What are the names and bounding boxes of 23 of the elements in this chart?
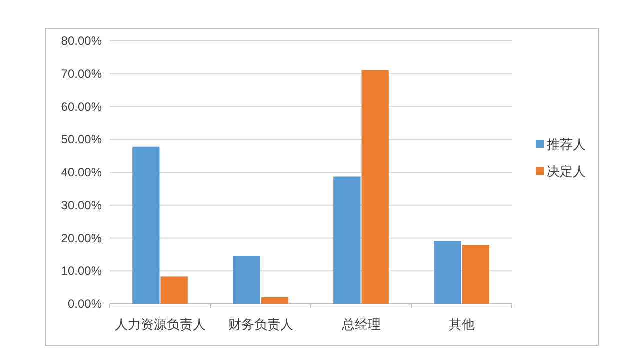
bar [362,70,389,304]
x-tick-label: 财务负责人 [228,317,294,332]
bar [462,245,490,304]
y-tick-label: 60.00% [61,100,102,114]
y-tick-label: 20.00% [61,231,102,246]
x-tick-label: 总经理 [340,317,381,332]
bar [261,297,288,304]
bar [132,146,160,304]
legend-label: 推荐人 [547,137,586,152]
y-tick-label: 10.00% [61,264,102,278]
bar [434,241,462,304]
x-tick-label: 人力资源负责人 [114,317,206,332]
y-tick-label: 70.00% [61,66,102,81]
y-tick-label: 80.00% [61,34,102,48]
y-tick-label: 40.00% [61,166,102,180]
bar [334,176,361,304]
y-tick-label: 50.00% [61,132,102,147]
bar [160,276,188,304]
y-tick-label: 0.00% [68,297,102,311]
x-tick-label: 其他 [448,317,475,332]
y-tick-label: 30.00% [61,198,102,212]
legend-label: 决定人 [547,164,586,179]
bar [233,256,260,304]
